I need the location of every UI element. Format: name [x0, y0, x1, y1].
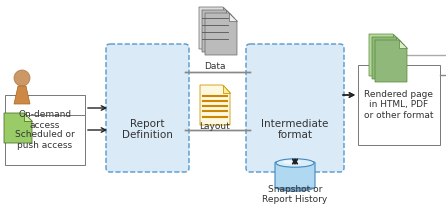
Polygon shape: [199, 7, 231, 49]
FancyBboxPatch shape: [275, 162, 315, 188]
Text: Scheduled or
push access: Scheduled or push access: [15, 130, 75, 150]
Polygon shape: [369, 34, 401, 76]
Polygon shape: [372, 37, 404, 79]
Text: Data: Data: [204, 62, 226, 71]
Polygon shape: [399, 40, 407, 48]
Ellipse shape: [276, 183, 314, 191]
Polygon shape: [4, 113, 32, 143]
Polygon shape: [223, 85, 230, 92]
Polygon shape: [14, 86, 30, 104]
Polygon shape: [24, 113, 32, 121]
Circle shape: [14, 70, 30, 86]
Polygon shape: [200, 85, 230, 125]
Polygon shape: [205, 13, 237, 55]
FancyBboxPatch shape: [106, 44, 189, 172]
Ellipse shape: [282, 160, 301, 164]
Text: Layout: Layout: [200, 122, 231, 131]
Polygon shape: [375, 40, 407, 82]
Polygon shape: [396, 37, 404, 45]
Text: Snapshot or
Report History: Snapshot or Report History: [262, 185, 328, 204]
Polygon shape: [229, 13, 237, 21]
Text: Report
Definition: Report Definition: [122, 119, 173, 140]
Text: Rendered page
in HTML, PDF
or other format: Rendered page in HTML, PDF or other form…: [364, 90, 434, 120]
Polygon shape: [393, 34, 401, 42]
FancyBboxPatch shape: [358, 65, 440, 145]
Polygon shape: [202, 10, 234, 52]
Text: Intermediate
format: Intermediate format: [261, 119, 329, 140]
FancyBboxPatch shape: [246, 44, 344, 172]
Polygon shape: [226, 10, 234, 18]
Polygon shape: [223, 7, 231, 15]
FancyBboxPatch shape: [5, 115, 85, 165]
FancyBboxPatch shape: [5, 95, 85, 145]
Ellipse shape: [276, 159, 314, 167]
Text: On-demand
access: On-demand access: [18, 110, 71, 130]
